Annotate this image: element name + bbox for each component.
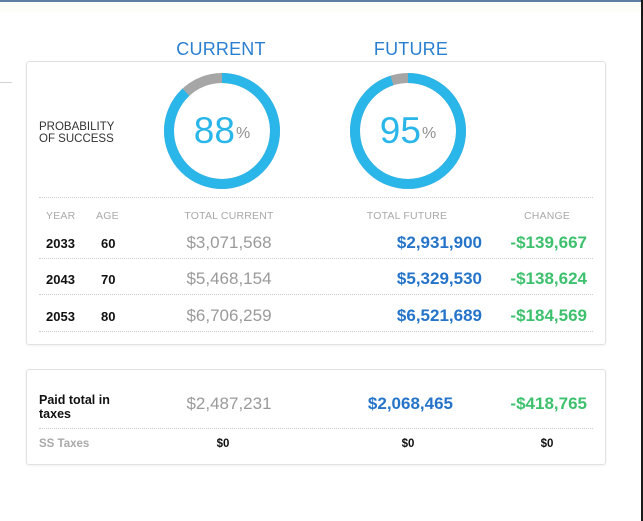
column-header-total-future: TOTAL FUTURE: [366, 210, 448, 222]
ss-taxes-change: $0: [540, 438, 554, 450]
paid-taxes-change: -$418,765: [510, 394, 587, 413]
row-year: 2053: [46, 309, 75, 324]
column-header-age: AGE: [96, 210, 119, 222]
future-success-gauge: 95%: [349, 72, 467, 190]
paid-taxes-label: Paid total in taxes: [39, 393, 139, 421]
table-row: 2043 70 $5,468,154 $5,329,530 -$138,624: [27, 262, 605, 298]
future-success-value: 95%: [349, 72, 467, 190]
ss-taxes-current: $0: [216, 438, 230, 450]
current-column-header: CURRENT: [176, 39, 266, 59]
current-gauge-ring: [164, 73, 280, 189]
paid-taxes-future: $2,068,465: [367, 394, 453, 413]
paid-taxes-label-line2: taxes: [39, 407, 71, 421]
taxes-card: Paid total in taxes $2,487,231 $2,068,46…: [26, 369, 606, 465]
row-change: -$184,569: [510, 306, 587, 325]
table-row: 2053 80 $6,706,259 $6,521,689 -$184,569: [27, 299, 605, 335]
column-header-change: CHANGE: [523, 210, 571, 222]
row-total-future: $2,931,900: [396, 233, 482, 252]
row-change: -$138,624: [510, 269, 587, 288]
column-header-total-current: TOTAL CURRENT: [184, 210, 274, 222]
row-total-future: $6,521,689: [396, 306, 482, 325]
row-total-current: $6,706,259: [186, 306, 272, 325]
window-top-border: [0, 0, 643, 2]
future-success-number: 95: [379, 110, 421, 151]
future-column-header: FUTURE: [373, 39, 449, 59]
current-success-gauge: 88%: [163, 72, 281, 190]
divider: [39, 197, 593, 198]
row-divider: [39, 294, 593, 295]
probability-label: PROBABILITY OF SUCCESS: [39, 121, 139, 145]
paid-taxes-current: $2,487,231: [186, 394, 272, 413]
probability-label-line1: PROBABILITY: [39, 121, 115, 133]
column-header-year: YEAR: [46, 210, 76, 222]
current-gauge-fill: [164, 73, 280, 189]
row-divider: [39, 331, 593, 332]
row-total-current: $5,468,154: [186, 269, 272, 288]
tax-divider: [39, 428, 593, 429]
ss-taxes-label: SS Taxes: [39, 438, 90, 450]
current-success-number: 88: [193, 110, 235, 151]
current-success-value: 88%: [163, 72, 281, 190]
row-age: 80: [101, 309, 116, 324]
future-percent-sign: %: [421, 125, 437, 142]
future-gauge-ring: [350, 73, 466, 189]
row-year: 2033: [46, 236, 75, 251]
projection-card: PROBABILITY OF SUCCESS 88% 95% YEAR AGE …: [26, 61, 606, 345]
right-edge: [641, 0, 643, 521]
row-divider: [39, 258, 593, 259]
top-band: [0, 2, 641, 12]
table-row: 2033 60 $3,071,568 $2,931,900 -$139,667: [27, 226, 605, 262]
row-total-current: $3,071,568: [186, 233, 272, 252]
row-change: -$139,667: [510, 233, 587, 252]
row-age: 70: [101, 272, 116, 287]
left-divider: [0, 82, 12, 83]
paid-taxes-label-line1: Paid total in: [39, 393, 110, 407]
row-total-future: $5,329,530: [396, 269, 482, 288]
probability-label-line2: OF SUCCESS: [39, 133, 114, 145]
ss-taxes-future: $0: [401, 438, 415, 450]
future-gauge-fill: [350, 73, 466, 189]
current-percent-sign: %: [235, 125, 251, 142]
row-year: 2043: [46, 272, 75, 287]
row-age: 60: [101, 236, 116, 251]
